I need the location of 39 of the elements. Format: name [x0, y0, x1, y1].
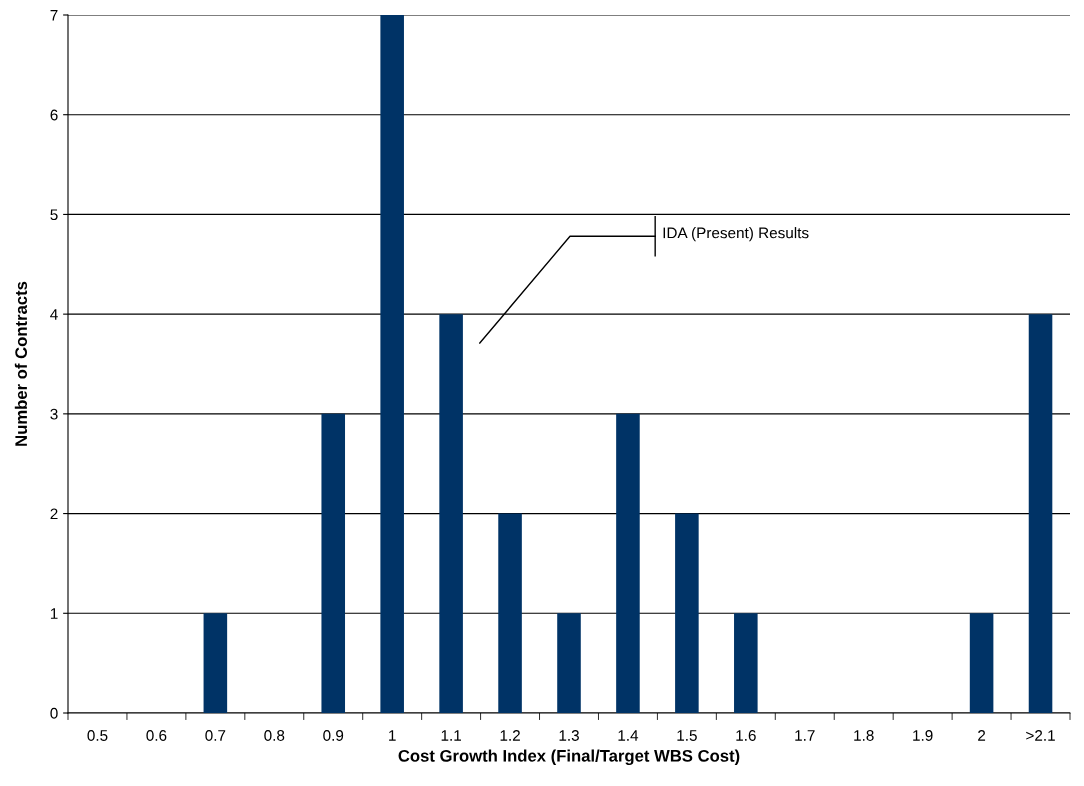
x-tick-label: 0.5 — [87, 730, 108, 741]
x-tick-label: 1.9 — [913, 730, 933, 741]
bar — [675, 513, 699, 713]
y-tick-label: 1 — [50, 608, 58, 619]
x-tick-label: 0.9 — [323, 730, 344, 741]
y-tick-label: 3 — [50, 408, 58, 420]
bar — [557, 613, 581, 713]
x-tick-label: 1.4 — [618, 730, 639, 741]
x-tick-label: 1.2 — [500, 730, 520, 741]
x-tick-label: 2 — [978, 730, 986, 741]
bar — [498, 513, 522, 713]
y-tick-label: 6 — [50, 109, 58, 121]
y-tick-label: 5 — [50, 209, 58, 221]
x-tick-label: 1.5 — [677, 730, 697, 741]
x-axis-title: Cost Growth Index (Final/Target WBS Cost) — [398, 749, 740, 766]
bar — [1028, 314, 1053, 713]
x-tick-label: 0.8 — [264, 730, 285, 741]
y-tick-label: 2 — [50, 508, 58, 520]
bar — [439, 314, 463, 713]
y-axis-title: Number of Contracts — [14, 281, 28, 446]
bar — [380, 15, 404, 713]
x-tick-label: 0.6 — [146, 730, 167, 741]
bar — [734, 613, 758, 713]
y-tick-label: 0 — [50, 707, 58, 719]
y-tick-label: 4 — [50, 309, 58, 320]
bar — [969, 613, 994, 713]
x-tick-label: 1.7 — [795, 730, 815, 741]
x-tick-label: 1.3 — [559, 730, 579, 741]
x-tick-label: >2.1 — [1026, 730, 1055, 741]
annotation: IDA (Present) Results — [663, 227, 809, 242]
bar — [616, 413, 640, 713]
x-tick-label: 1 — [389, 730, 396, 741]
y-tick-label: 7 — [50, 10, 58, 21]
x-tick-label: 0.7 — [205, 730, 226, 741]
x-tick-label: 1.1 — [441, 730, 461, 741]
x-tick-label: 1.6 — [736, 730, 756, 741]
x-tick-label: 1.8 — [854, 730, 874, 741]
bar — [321, 413, 346, 713]
bar — [203, 613, 228, 713]
